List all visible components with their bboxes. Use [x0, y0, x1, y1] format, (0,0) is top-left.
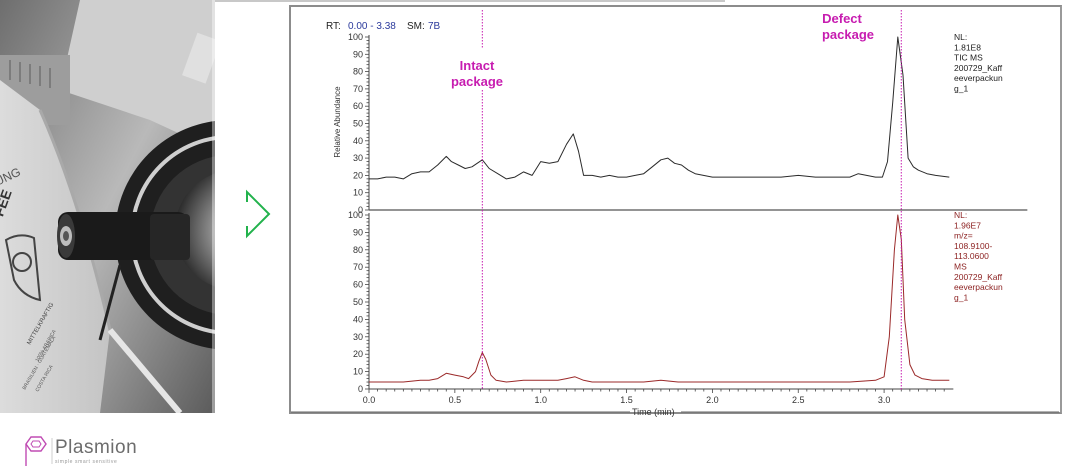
- trace-bottom: [369, 214, 950, 383]
- y-tick-label: 90: [353, 49, 363, 59]
- photo-illustration: UNG FEE MITTELKRAFTIG 100% ARABICA BRASI…: [0, 0, 215, 413]
- plasmion-logo-icon: [25, 436, 53, 466]
- y-tick-label: 10: [353, 188, 363, 198]
- y-tick-label: 80: [353, 245, 363, 255]
- y-tick-label: 70: [353, 262, 363, 272]
- info-line: 1.81E8: [954, 42, 981, 52]
- x-tick-label: 2.5: [792, 395, 805, 405]
- info-line: NL:: [954, 32, 967, 42]
- intact-package-label: Intact package: [451, 58, 503, 89]
- info-line: 113.0600: [954, 251, 989, 261]
- chart-axes: 0102030405060708090100010203040506070809…: [348, 32, 1028, 405]
- y-tick-label: 20: [353, 170, 363, 180]
- rt-label: RT:: [326, 21, 341, 32]
- y-tick-label: 70: [353, 84, 363, 94]
- defect-package-label: Defect package: [822, 11, 874, 42]
- y-tick-label: 10: [353, 367, 363, 377]
- chart-traces: [369, 36, 950, 383]
- y-tick-label: 100: [348, 32, 363, 42]
- y-axis-label: Relative Abundance: [333, 86, 342, 158]
- coffee-package-photo: UNG FEE MITTELKRAFTIG 100% ARABICA BRASI…: [0, 0, 215, 413]
- info-line: MS: [954, 262, 967, 272]
- x-tick-label: 0.5: [449, 395, 462, 405]
- x-axis-label: Time (min): [632, 407, 675, 417]
- x-tick-label: 1.0: [534, 395, 547, 405]
- svg-text:Intact: Intact: [460, 58, 495, 73]
- sm-label: SM:: [407, 21, 425, 32]
- x-tick-label: 3.0: [878, 395, 891, 405]
- y-tick-label: 80: [353, 67, 363, 77]
- rt-value: 0.00 - 3.38: [348, 21, 396, 32]
- info-line: 108.9100-: [954, 241, 992, 251]
- y-tick-label: 0: [358, 384, 363, 394]
- x-tick-label: 2.0: [706, 395, 719, 405]
- info-line: g_1: [954, 292, 968, 302]
- info-line: 200729_Kaff: [954, 272, 1003, 282]
- y-tick-label: 40: [353, 136, 363, 146]
- y-tick-label: 30: [353, 332, 363, 342]
- y-tick-label: 30: [353, 153, 363, 163]
- y-tick-label: 90: [353, 227, 363, 237]
- y-tick-label: 40: [353, 314, 363, 324]
- y-tick-label: 20: [353, 349, 363, 359]
- x-tick-label: 0.0: [363, 395, 376, 405]
- info-line: NL:: [954, 210, 967, 220]
- svg-text:package: package: [451, 74, 503, 89]
- chevron-right-icon: [243, 188, 275, 240]
- annotation-markers: [481, 10, 902, 390]
- svg-text:package: package: [822, 27, 874, 42]
- plasmion-logo: [22, 434, 152, 468]
- svg-text:Defect: Defect: [822, 11, 862, 26]
- info-line: 200729_Kaff: [954, 63, 1003, 73]
- info-line: g_1: [954, 84, 968, 94]
- trace-top: [369, 36, 950, 180]
- info-line: TIC MS: [954, 53, 983, 63]
- top-divider: [215, 0, 725, 2]
- y-tick-label: 50: [353, 297, 363, 307]
- brand-name: Plasmion: [55, 437, 138, 458]
- info-line: eeverpackun: [954, 282, 1003, 292]
- brand-tagline: simple smart sensitive: [55, 459, 118, 465]
- y-tick-label: 60: [353, 280, 363, 290]
- y-tick-label: 50: [353, 119, 363, 129]
- mz-info-block: NL:1.96E7m/z=108.9100-113.0600MS200729_K…: [954, 210, 1003, 302]
- y-tick-label: 100: [348, 210, 363, 220]
- x-tick-label: 1.5: [620, 395, 633, 405]
- info-line: eeverpackun: [954, 73, 1003, 83]
- info-line: 1.96E7: [954, 220, 981, 230]
- y-tick-label: 60: [353, 101, 363, 111]
- info-line: m/z=: [954, 231, 973, 241]
- y-tick-label: 0: [358, 205, 363, 215]
- sm-value: 7B: [428, 21, 441, 32]
- chart-header: RT: 0.00 - 3.38 SM: 7B: [326, 21, 441, 32]
